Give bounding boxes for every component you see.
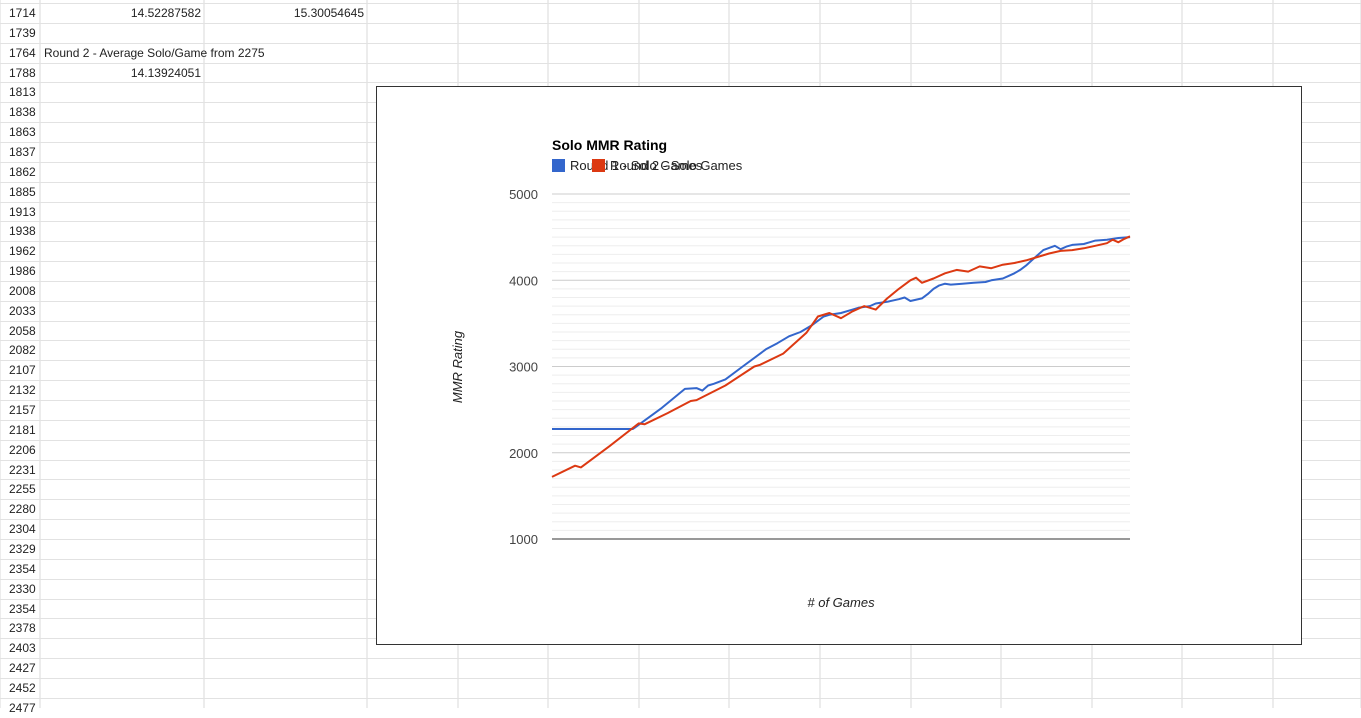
cell-col-a[interactable]: 1913: [9, 205, 36, 219]
cell-col-a[interactable]: 2033: [9, 304, 36, 318]
cell-col-a[interactable]: 2058: [9, 324, 36, 338]
cell-col-b[interactable]: 14.52287582: [130, 6, 201, 20]
cell-col-a[interactable]: 2304: [9, 522, 36, 536]
cell-col-a[interactable]: 2378: [9, 621, 36, 635]
cell-col-c[interactable]: 15.30054645: [293, 6, 364, 20]
cell-col-a[interactable]: 2330: [9, 582, 36, 596]
chart-title: Solo MMR Rating: [552, 137, 667, 153]
cell-col-a[interactable]: 2280: [9, 502, 36, 516]
cell-col-a[interactable]: 2008: [9, 284, 36, 298]
y-axis-ticks: 1000 2000 3000 4000 5000: [509, 187, 538, 547]
cell-col-a[interactable]: 2427: [9, 661, 36, 675]
cell-col-a[interactable]: 2132: [9, 383, 36, 397]
y-tick-label: 5000: [509, 187, 538, 202]
y-tick-label: 4000: [509, 273, 538, 288]
cell-col-a[interactable]: 2082: [9, 343, 36, 357]
cell-col-a[interactable]: 1788: [9, 66, 36, 80]
y-tick-label: 3000: [509, 360, 538, 375]
cell-col-a[interactable]: 2107: [9, 363, 36, 377]
cell-col-a[interactable]: 1837: [9, 145, 36, 159]
chart-series: [551, 235, 1131, 478]
y-axis-title: MMR Rating: [450, 330, 465, 403]
cell-col-b-text[interactable]: Round 2 - Average Solo/Game from 2275: [44, 46, 265, 60]
cell-col-a[interactable]: 2452: [9, 681, 36, 695]
cell-col-a[interactable]: 1764: [9, 46, 36, 60]
cell-col-a[interactable]: 2354: [9, 602, 36, 616]
cell-col-a[interactable]: 1885: [9, 185, 36, 199]
cell-col-a[interactable]: 1714: [9, 6, 36, 20]
cell-col-a[interactable]: 2231: [9, 463, 36, 477]
cell-col-a[interactable]: 2206: [9, 443, 36, 457]
cell-col-a[interactable]: 2403: [9, 641, 36, 655]
chart-svg: Solo MMR Rating Round 1 - Solo Games Rou…: [450, 137, 1131, 610]
cell-col-a[interactable]: 1938: [9, 224, 36, 238]
cell-col-a[interactable]: 1862: [9, 165, 36, 179]
chart-gridlines: [552, 193, 1130, 540]
cell-col-a[interactable]: 1739: [9, 26, 36, 40]
cell-col-a[interactable]: 2157: [9, 403, 36, 417]
cell-col-a[interactable]: 1986: [9, 264, 36, 278]
cell-col-a[interactable]: 1838: [9, 105, 36, 119]
legend-swatch-round2: [592, 159, 605, 172]
cell-col-a[interactable]: 1863: [9, 125, 36, 139]
chart-container[interactable]: Solo MMR Rating Round 1 - Solo Games Rou…: [376, 86, 1302, 645]
cell-col-b[interactable]: 14.13924051: [130, 66, 201, 80]
y-tick-label: 1000: [509, 532, 538, 547]
series-line-2[interactable]: [551, 235, 1131, 478]
legend-label-round2: Round 2 - Solo Games: [610, 158, 743, 173]
cell-col-a[interactable]: 2477: [9, 701, 36, 715]
cell-col-a[interactable]: 1962: [9, 244, 36, 258]
cell-col-a[interactable]: 2354: [9, 562, 36, 576]
cell-col-a[interactable]: 2329: [9, 542, 36, 556]
cell-col-a[interactable]: 2181: [9, 423, 36, 437]
x-axis-title: # of Games: [807, 595, 875, 610]
cell-col-a[interactable]: 2255: [9, 482, 36, 496]
legend-swatch-round1: [552, 159, 565, 172]
cell-col-a[interactable]: 1813: [9, 85, 36, 99]
series-line-1[interactable]: [552, 236, 1131, 430]
y-tick-label: 2000: [509, 446, 538, 461]
